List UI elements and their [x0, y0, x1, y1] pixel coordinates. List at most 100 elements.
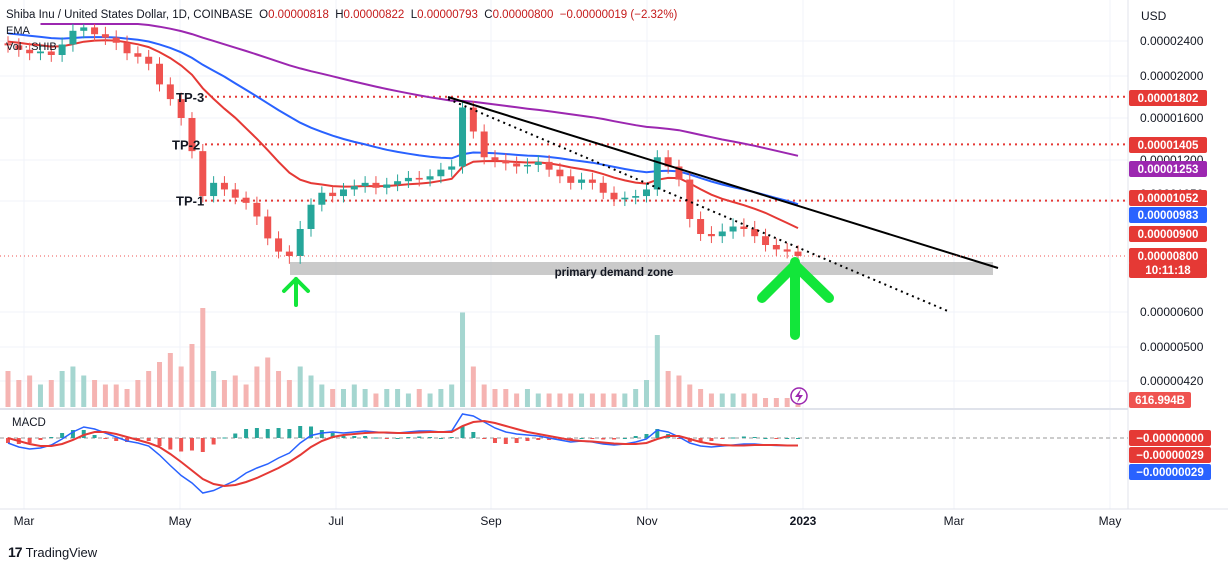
- macd-histogram-bar: [741, 436, 746, 438]
- demand-zone: [290, 262, 993, 275]
- candle: [210, 176, 218, 203]
- macd-histogram-bar: [579, 438, 584, 439]
- y-tick-label: 0.00002000: [1140, 69, 1204, 83]
- volume-bar: [568, 393, 574, 407]
- symbol-title[interactable]: Shiba Inu / United States Dollar, 1D, CO…: [6, 9, 253, 21]
- volume-bar: [395, 389, 401, 407]
- candle: [156, 57, 164, 92]
- volume-bar: [384, 389, 390, 407]
- macd-histogram-bar: [590, 438, 595, 439]
- macd-histogram-bar: [244, 429, 249, 438]
- candle: [80, 24, 88, 39]
- candle: [372, 176, 380, 195]
- up-arrow-large-icon: [757, 257, 834, 340]
- tp-label: TP-2: [172, 137, 200, 152]
- volume-bar: [665, 371, 671, 407]
- macd-histogram-bar: [428, 437, 433, 438]
- indicator-volume[interactable]: Vol · SHIB: [6, 41, 57, 53]
- candle: [47, 44, 55, 62]
- time-axis[interactable]: Mar May Jul Sep Nov 2023 Mar May: [14, 514, 1122, 528]
- macd-histogram-bar: [547, 438, 552, 440]
- price-badges: 0.00001802 0.00001405 0.00001253 0.00001052…: [1129, 90, 1211, 480]
- candle: [556, 162, 564, 184]
- y-tick-label: 0.00000420: [1140, 374, 1204, 388]
- buy-arrows: [282, 257, 834, 340]
- volume-bar: [373, 393, 379, 407]
- price-badge: 0.00000983: [1129, 207, 1207, 223]
- candle: [188, 112, 196, 159]
- svg-text:−0.00000029: −0.00000029: [1136, 450, 1203, 462]
- svg-text:0.00000983: 0.00000983: [1138, 210, 1199, 222]
- macd-histogram-bar: [27, 438, 32, 443]
- candle: [350, 179, 358, 196]
- volume-bar: [514, 393, 520, 407]
- macd-histogram-bar: [276, 428, 281, 438]
- lightning-icon[interactable]: [790, 387, 808, 405]
- volume-bar: [146, 371, 152, 407]
- candle: [664, 150, 672, 174]
- volume-bar: [719, 393, 725, 407]
- tp-level-lines: [205, 95, 1128, 202]
- candle: [253, 196, 261, 225]
- macd-histogram-bar: [319, 430, 324, 438]
- macd-histogram-bar: [168, 438, 173, 450]
- candle: [285, 245, 293, 264]
- price-badge: 0.00001253: [1129, 161, 1207, 177]
- x-tick-label: Nov: [636, 514, 657, 528]
- candle: [469, 101, 477, 139]
- volume-bar: [698, 389, 704, 407]
- svg-text:0.00001405: 0.00001405: [1138, 140, 1199, 152]
- indicator-ema[interactable]: EMA: [6, 25, 30, 37]
- signal-line: [7, 419, 798, 488]
- volume-bar: [189, 344, 195, 407]
- volume-bar: [427, 393, 433, 407]
- candle: [513, 156, 521, 174]
- candle: [480, 124, 488, 165]
- volume-bar: [589, 393, 595, 407]
- macd-histogram-bar: [514, 438, 519, 443]
- ema-100-line: [7, 32, 799, 206]
- volume-bar: [643, 380, 649, 407]
- volume-bar: [157, 362, 163, 407]
- candle: [751, 220, 759, 244]
- candle: [220, 176, 228, 196]
- volume-bar: [5, 371, 11, 407]
- macd-title: MACD: [12, 417, 46, 429]
- volume-bar: [481, 384, 487, 407]
- macd-histogram-bar: [785, 438, 790, 439]
- macd-histogram-bar: [38, 438, 43, 440]
- volume-bar: [265, 357, 271, 407]
- macd-histogram-bar: [601, 438, 606, 440]
- tp-labels: TP-3 TP-2 TP-1: [172, 90, 204, 209]
- volume-bar: [81, 375, 87, 407]
- candle: [588, 172, 596, 190]
- tradingview-brand[interactable]: 17 TradingView: [8, 544, 97, 560]
- svg-text:0.00001802: 0.00001802: [1138, 93, 1199, 105]
- macd-histogram-bar: [330, 433, 335, 438]
- candle: [166, 77, 174, 106]
- candle: [686, 172, 694, 228]
- macd-histogram-bar: [200, 438, 205, 452]
- candle: [675, 159, 683, 187]
- macd-histogram-bar: [622, 438, 627, 439]
- macd-histogram-bar: [92, 435, 97, 438]
- macd-histogram-bar: [341, 436, 346, 438]
- volume-bar: [308, 375, 314, 407]
- candle: [729, 218, 737, 239]
- volume-bar: [449, 384, 455, 407]
- macd-histogram-bar: [179, 438, 184, 452]
- svg-text:0.00000900: 0.00000900: [1138, 229, 1199, 241]
- price-badge: 0.00001802: [1129, 90, 1207, 106]
- candle: [383, 177, 391, 195]
- candle: [231, 182, 239, 205]
- currency-label: USD: [1141, 9, 1167, 23]
- volume-bar: [319, 384, 325, 407]
- volume-bar: [135, 380, 141, 407]
- volume-bar: [102, 384, 108, 407]
- svg-text:0.00001052: 0.00001052: [1138, 193, 1199, 205]
- candle: [491, 150, 499, 168]
- candle: [91, 24, 99, 42]
- volume-bar: [330, 389, 336, 407]
- volume-bar: [351, 384, 357, 407]
